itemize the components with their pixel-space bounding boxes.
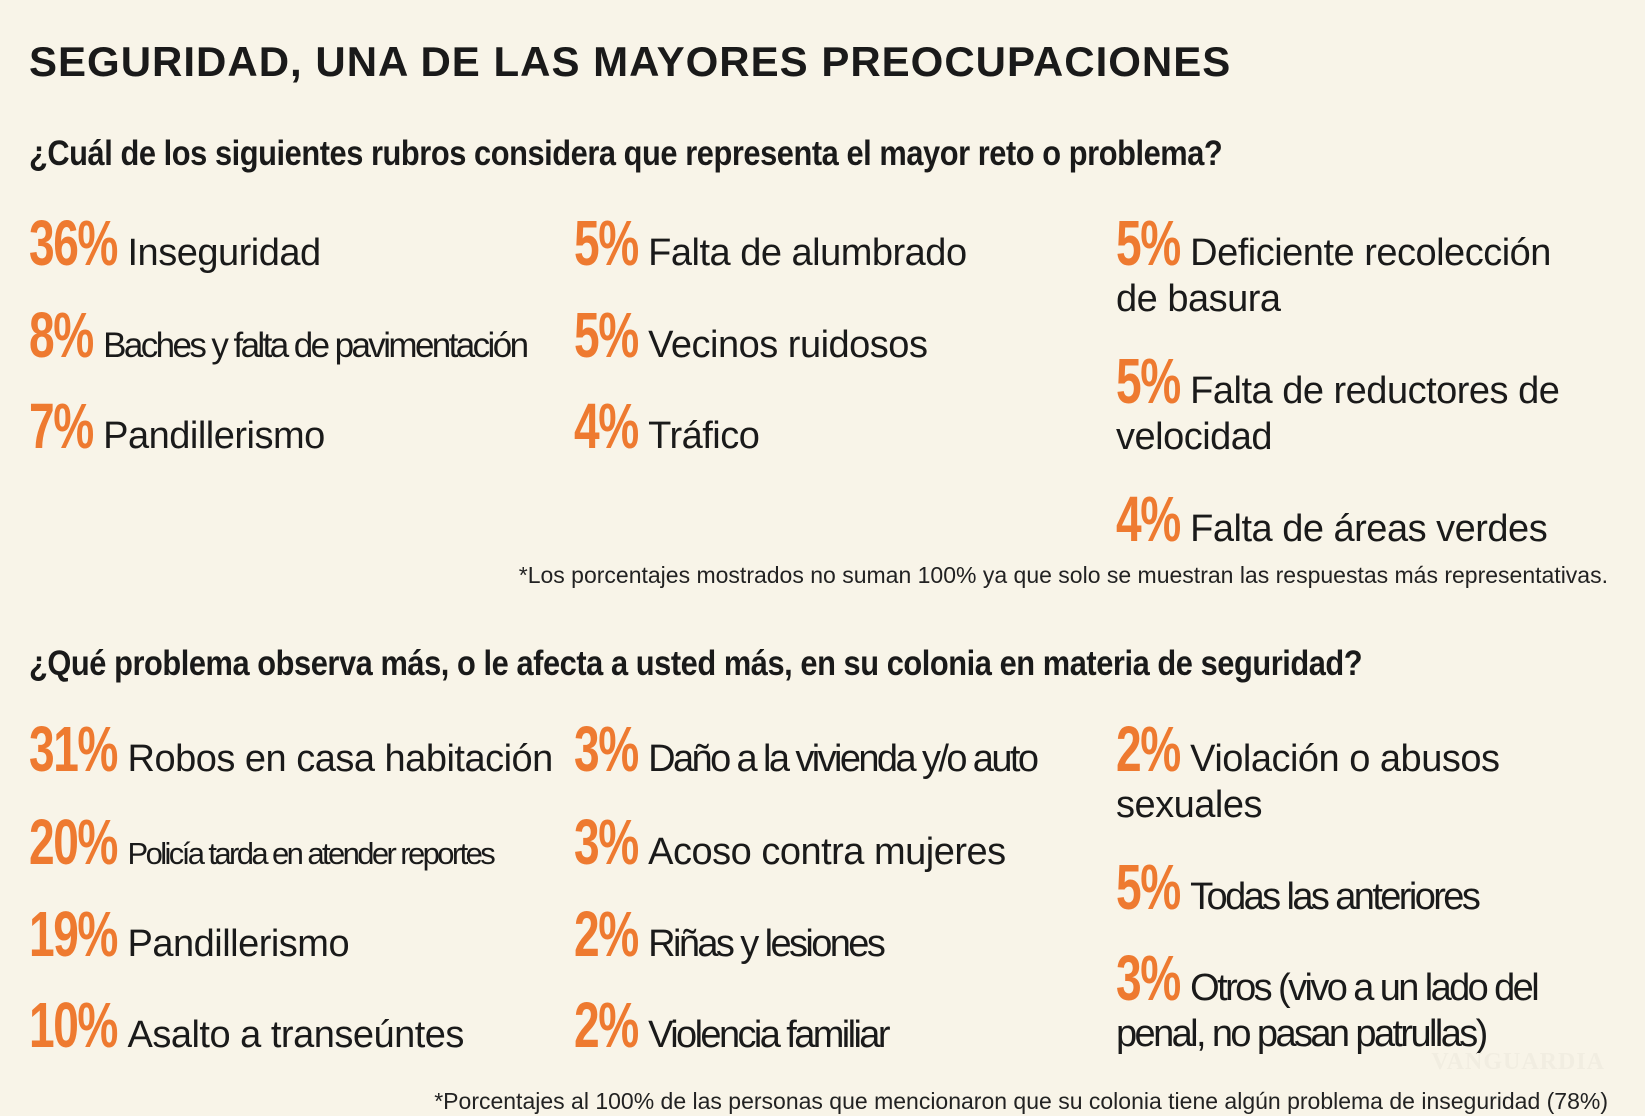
list-item: 5% Deficiente recolección de basura <box>1116 207 1596 322</box>
item-label: Asalto a transeúntes <box>127 1014 465 1056</box>
percentage: 5% <box>1116 207 1181 279</box>
footnote-2: *Porcentajes al 100% de las personas que… <box>434 1088 1608 1114</box>
percentage: 2% <box>574 989 639 1061</box>
percentage: 3% <box>574 713 639 785</box>
list-item: 5% Falta de alumbrado <box>574 207 967 279</box>
percentage: 8% <box>29 299 94 371</box>
list-item: 5% Todas las anteriores <box>1116 851 1481 923</box>
item-label: Falta de reductores de velocidad <box>1116 370 1560 458</box>
percentage: 3% <box>574 806 639 878</box>
list-item: 3% Acoso contra mujeres <box>574 806 1006 878</box>
footnote-1: *Los porcentajes mostrados no suman 100%… <box>518 562 1608 588</box>
item-label: Acoso contra mujeres <box>648 831 1006 873</box>
list-item: 8% Baches y falta de pavimentación <box>29 299 529 371</box>
question-2: ¿Qué problema observa más, o le afecta a… <box>29 644 1363 683</box>
watermark-logo: VANGUARDIA <box>1431 1049 1605 1075</box>
list-item: 5% Falta de reductores de velocidad <box>1116 345 1596 460</box>
list-item: 4% Falta de áreas verdes <box>1116 483 1548 555</box>
percentage: 4% <box>1116 483 1181 555</box>
list-item: 2% Violación o abusos sexuales <box>1116 713 1596 828</box>
list-item: 19% Pandillerismo <box>29 898 350 970</box>
percentage: 5% <box>1116 345 1181 417</box>
percentage: 2% <box>574 898 639 970</box>
item-label: Pandillerismo <box>127 923 350 965</box>
item-label: Tráfico <box>648 415 760 457</box>
item-label: Deficiente recolección de basura <box>1116 232 1551 320</box>
percentage: 5% <box>574 207 639 279</box>
question-1: ¿Cuál de los siguientes rubros considera… <box>29 134 1223 173</box>
page-title: SEGURIDAD, UNA DE LAS MAYORES PREOCUPACI… <box>29 38 1232 85</box>
item-label: Riñas y lesiones <box>648 923 886 965</box>
item-label: Pandillerismo <box>103 415 325 457</box>
item-label: Otros (vivo a un lado del penal, no pasa… <box>1116 967 1540 1055</box>
percentage: 2% <box>1116 713 1181 785</box>
item-label: Vecinos ruidosos <box>648 324 928 366</box>
item-label: Daño a la vivienda y/o auto <box>648 738 1039 780</box>
list-item: 5% Vecinos ruidosos <box>574 299 928 371</box>
list-item: 31% Robos en casa habitación <box>29 713 554 785</box>
list-item: 4% Tráfico <box>574 390 760 462</box>
percentage: 5% <box>574 299 639 371</box>
item-label: Robos en casa habitación <box>127 738 554 780</box>
item-label: Baches y falta de pavimentación <box>103 326 529 365</box>
list-item: 3% Daño a la vivienda y/o auto <box>574 713 1039 785</box>
list-item: 36% Inseguridad <box>29 207 322 279</box>
list-item: 10% Asalto a transeúntes <box>29 989 465 1061</box>
percentage: 5% <box>1116 851 1181 923</box>
percentage: 3% <box>1116 942 1181 1014</box>
item-label: Falta de alumbrado <box>648 232 967 274</box>
percentage: 4% <box>574 390 639 462</box>
percentage: 10% <box>29 989 118 1061</box>
percentage: 31% <box>29 713 118 785</box>
list-item: 7% Pandillerismo <box>29 390 325 462</box>
item-label: Policía tarda en atender reportes <box>127 836 496 871</box>
percentage: 19% <box>29 898 118 970</box>
item-label: Violación o abusos sexuales <box>1116 738 1500 826</box>
list-item: 2% Riñas y lesiones <box>574 898 886 970</box>
percentage: 20% <box>29 806 118 878</box>
percentage: 7% <box>29 390 94 462</box>
list-item: 2% Violencia familiar <box>574 989 891 1061</box>
list-item: 20% Policía tarda en atender reportes <box>29 806 496 878</box>
item-label: Inseguridad <box>127 232 322 274</box>
item-label: Falta de áreas verdes <box>1190 508 1548 550</box>
percentage: 36% <box>29 207 118 279</box>
item-label: Violencia familiar <box>648 1014 890 1056</box>
item-label: Todas las anteriores <box>1190 876 1481 918</box>
list-item: 3% Otros (vivo a un lado del penal, no p… <box>1116 942 1596 1057</box>
